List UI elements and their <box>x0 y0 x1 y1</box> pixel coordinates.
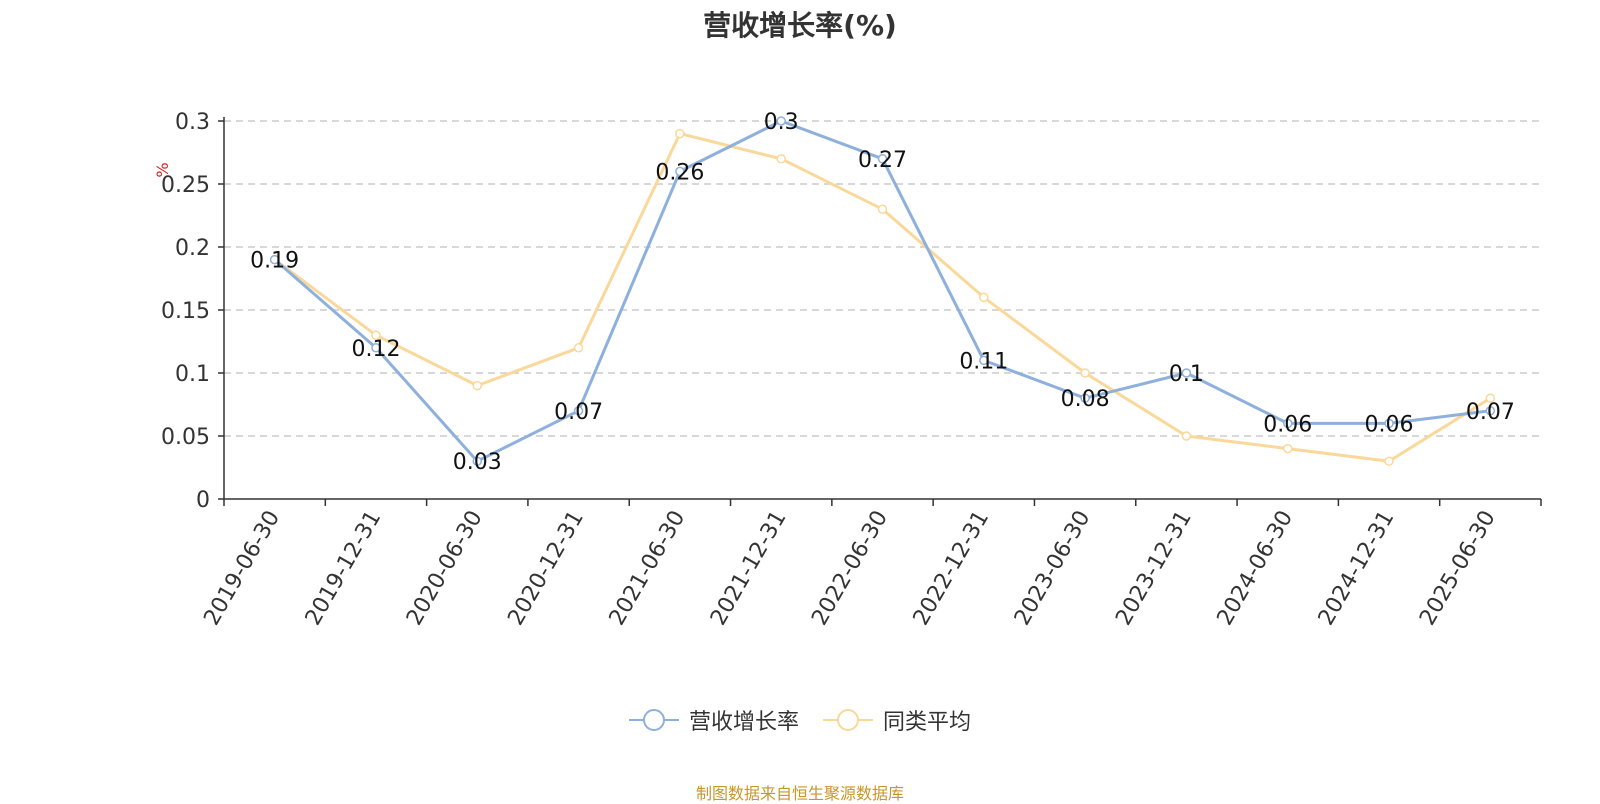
data-point-peer-average <box>979 292 989 303</box>
data-label: 0.3 <box>764 110 799 135</box>
x-tick-label: 2021-12-31 <box>706 507 792 630</box>
data-point-revenue-growth <box>472 456 483 466</box>
data-point-revenue-growth <box>1485 406 1496 416</box>
data-label: 0.03 <box>453 450 502 475</box>
y-tick-label: 0 <box>196 488 210 513</box>
data-label: 0.1 <box>1169 362 1204 387</box>
legend-line-circle-icon <box>823 709 873 731</box>
x-tick-label: 2022-12-31 <box>909 506 995 629</box>
data-point-revenue-growth <box>675 166 685 177</box>
data-label: 0.06 <box>1263 412 1312 437</box>
data-label: 0.26 <box>655 160 704 185</box>
legend-item-revenue-growth[interactable]: 营收增长率 <box>628 704 799 736</box>
data-point-peer-average <box>776 154 786 164</box>
data-point-peer-average <box>1181 431 1192 441</box>
data-point-peer-average <box>1384 456 1394 466</box>
y-axis-label: % <box>153 162 172 177</box>
data-point-revenue-growth <box>979 355 989 366</box>
data-label: 0.11 <box>959 349 1008 374</box>
y-tick-label: 0.1 <box>175 362 210 387</box>
x-tick-label: 2021-06-30 <box>605 507 691 630</box>
data-point-peer-average <box>371 330 381 340</box>
y-tick-label: 0.25 <box>161 173 210 198</box>
data-point-revenue-growth <box>1181 368 1192 378</box>
data-point-revenue-growth <box>269 254 280 265</box>
data-point-peer-average <box>472 380 483 391</box>
legend-label: 同类平均 <box>883 710 972 735</box>
x-tick-label: 2020-12-31 <box>503 507 589 630</box>
y-tick-label: 0.15 <box>161 299 210 324</box>
y-tick-label: 0.3 <box>175 110 210 135</box>
data-point-revenue-growth <box>1080 393 1090 403</box>
data-label: 0.27 <box>858 148 907 173</box>
x-tick-label: 2023-12-31 <box>1111 507 1197 630</box>
x-tick-label: 2019-12-31 <box>301 507 387 630</box>
legend-item-peer-average[interactable]: 同类平均 <box>823 704 971 736</box>
data-point-peer-average <box>675 128 685 139</box>
data-point-revenue-growth <box>1282 418 1293 429</box>
data-point-peer-average <box>1080 368 1090 378</box>
x-tick-label: 2024-06-30 <box>1213 507 1299 630</box>
data-point-revenue-growth <box>877 154 888 164</box>
source-note: 制图数据来自恒生聚源数据库 <box>695 784 904 803</box>
data-label: 0.07 <box>1466 400 1515 425</box>
data-point-revenue-growth <box>573 406 584 416</box>
x-tick-label: 2022-06-30 <box>807 507 893 630</box>
legend-label: 营收增长率 <box>688 710 799 735</box>
y-tick-label: 0.05 <box>161 425 210 450</box>
data-point-peer-average <box>1485 393 1496 403</box>
data-label: 0.06 <box>1365 412 1414 437</box>
x-tick-label: 2019-06-30 <box>199 507 285 630</box>
data-label: 0.19 <box>250 249 299 274</box>
legend: 营收增长率 同类平均 <box>0 704 1600 736</box>
x-tick-label: 2025-06-30 <box>1415 507 1501 630</box>
data-point-revenue-growth <box>1384 418 1394 429</box>
y-tick-label: 0.2 <box>175 236 210 261</box>
data-label: 0.08 <box>1061 387 1110 412</box>
data-point-revenue-growth <box>371 343 381 353</box>
data-label: 0.12 <box>351 337 400 362</box>
data-point-peer-average <box>877 204 888 214</box>
chart-title: 营收增长率(%) <box>703 9 897 42</box>
data-point-peer-average <box>573 343 584 353</box>
x-tick-label: 2024-12-31 <box>1314 507 1400 630</box>
x-tick-label: 2023-06-30 <box>1010 507 1096 630</box>
data-label: 0.07 <box>554 400 603 425</box>
x-tick-label: 2020-06-30 <box>402 507 488 630</box>
data-point-peer-average <box>1282 443 1293 454</box>
data-point-revenue-growth <box>776 116 786 126</box>
legend-line-circle-icon <box>628 709 679 731</box>
